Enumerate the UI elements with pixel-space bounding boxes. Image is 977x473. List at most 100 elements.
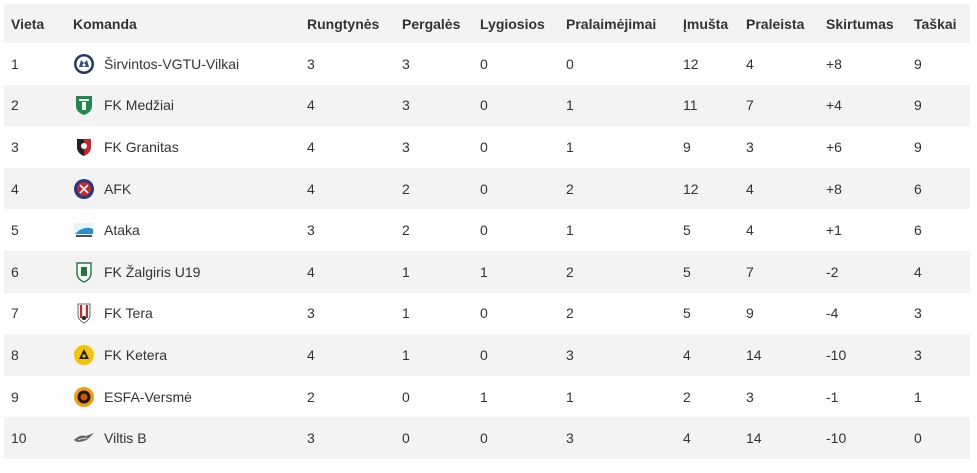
played-cell: 4 <box>307 97 315 114</box>
team-link[interactable]: FK Granitas <box>73 136 300 158</box>
scored-cell: 5 <box>683 305 691 322</box>
draws-cell: 0 <box>480 138 488 155</box>
losses-cell: 1 <box>566 222 574 239</box>
played-cell: 3 <box>307 430 315 447</box>
table-row[interactable]: 9 ESFA-Versmė 2 0 1 1 2 3 -1 1 <box>4 375 970 418</box>
conceded-cell: 4 <box>746 180 754 197</box>
blue-red-circle-logo <box>73 178 95 200</box>
losses-cell: 1 <box>566 97 574 114</box>
team-cell: Širvintos-VGTU-Vilkai <box>66 43 300 85</box>
rank-cell: 6 <box>11 263 19 280</box>
rank-cell: 4 <box>11 180 19 197</box>
diff-cell: -10 <box>826 346 847 363</box>
wins-cell: 3 <box>402 97 410 114</box>
team-link[interactable]: Viltis B <box>73 427 300 449</box>
table-row[interactable]: 1 Širvintos-VGTU-Vilkai 3 3 0 0 12 4 +8 9 <box>4 43 970 85</box>
rank-cell: 8 <box>11 346 19 363</box>
table-row[interactable]: 10 Viltis B 3 0 0 3 4 14 -10 0 <box>4 417 970 459</box>
losses-cell: 1 <box>566 138 574 155</box>
header-diff[interactable]: Skirtumas <box>826 15 894 32</box>
team-cell: FK Granitas <box>66 126 300 168</box>
header-played[interactable]: Rungtynės <box>307 15 380 32</box>
diff-cell: -10 <box>826 430 847 447</box>
diff-cell: +6 <box>826 138 842 155</box>
diff-cell: -1 <box>826 388 839 405</box>
team-link[interactable]: AFK <box>73 178 300 200</box>
rank-cell: 3 <box>11 138 19 155</box>
losses-cell: 2 <box>566 263 574 280</box>
rank-cell: 7 <box>11 305 19 322</box>
losses-cell: 2 <box>566 180 574 197</box>
team-name: FK Tera <box>104 305 153 322</box>
draws-cell: 0 <box>480 346 488 363</box>
losses-cell: 1 <box>566 388 574 405</box>
header-team[interactable]: Komanda <box>73 15 137 32</box>
team-cell: ESFA-Versmė <box>66 376 300 418</box>
striped-shield-logo <box>73 302 95 324</box>
points-cell: 6 <box>914 222 922 239</box>
header-draws[interactable]: Lygiosios <box>480 15 545 32</box>
header-losses[interactable]: Pralaimėjimai <box>566 15 657 32</box>
team-link[interactable]: FK Ketera <box>73 344 300 366</box>
played-cell: 3 <box>307 305 315 322</box>
bird-logo <box>73 427 95 449</box>
ataka-logo <box>73 219 95 241</box>
table-row[interactable]: 3 FK Granitas 4 3 0 1 9 3 +6 9 <box>4 126 970 168</box>
table-row[interactable]: 5 Ataka 3 2 0 1 5 4 +1 6 <box>4 209 970 251</box>
rank-cell: 2 <box>11 97 19 114</box>
header-points[interactable]: Taškai <box>914 15 957 32</box>
scored-cell: 12 <box>683 55 699 72</box>
table-row[interactable]: 2 FK Medžiai 4 3 0 1 11 7 +4 9 <box>4 84 970 127</box>
table-row[interactable]: 4 AFK 4 2 0 2 12 4 +8 6 <box>4 167 970 210</box>
orange-circle-logo <box>73 386 95 408</box>
team-link[interactable]: FK Medžiai <box>73 94 300 116</box>
scored-cell: 2 <box>683 388 691 405</box>
table-row[interactable]: 6 FK Žalgiris U19 4 1 1 2 5 7 -2 4 <box>4 250 970 293</box>
green-shield-logo <box>73 261 95 283</box>
played-cell: 3 <box>307 55 315 72</box>
table-row[interactable]: 8 FK Ketera 4 1 0 3 4 14 -10 3 <box>4 334 970 376</box>
team-link[interactable]: Širvintos-VGTU-Vilkai <box>73 53 300 75</box>
conceded-cell: 14 <box>746 346 762 363</box>
team-link[interactable]: Ataka <box>73 219 300 241</box>
team-cell: FK Ketera <box>66 334 300 376</box>
standings-table: Vieta Komanda Rungtynės Pergalės Lygiosi… <box>4 4 970 459</box>
losses-cell: 3 <box>566 346 574 363</box>
rank-cell: 9 <box>11 388 19 405</box>
tree-shield-logo <box>73 94 95 116</box>
team-link[interactable]: FK Žalgiris U19 <box>73 261 300 283</box>
team-name: Ataka <box>104 222 140 239</box>
team-link[interactable]: ESFA-Versmė <box>73 386 300 408</box>
draws-cell: 0 <box>480 97 488 114</box>
yellow-circle-logo <box>73 344 95 366</box>
draws-cell: 1 <box>480 388 488 405</box>
draws-cell: 0 <box>480 430 488 447</box>
draws-cell: 1 <box>480 263 488 280</box>
team-name: Širvintos-VGTU-Vilkai <box>104 55 240 72</box>
wins-cell: 3 <box>402 138 410 155</box>
wins-cell: 0 <box>402 430 410 447</box>
header-wins[interactable]: Pergalės <box>402 15 461 32</box>
team-cell: FK Medžiai <box>66 85 300 127</box>
header-rank[interactable]: Vieta <box>11 15 45 32</box>
team-cell: AFK <box>66 168 300 210</box>
played-cell: 4 <box>307 263 315 280</box>
header-scored[interactable]: Įmušta <box>683 15 729 32</box>
header-conceded[interactable]: Praleista <box>746 15 805 32</box>
diff-cell: +8 <box>826 55 842 72</box>
team-name: FK Ketera <box>104 346 168 363</box>
rank-cell: 1 <box>11 55 19 72</box>
team-name: Viltis B <box>104 430 147 447</box>
wins-cell: 1 <box>402 346 410 363</box>
points-cell: 3 <box>914 346 922 363</box>
conceded-cell: 7 <box>746 263 754 280</box>
draws-cell: 0 <box>480 55 488 72</box>
team-cell: Ataka <box>66 209 300 251</box>
conceded-cell: 3 <box>746 138 754 155</box>
team-name: ESFA-Versmė <box>104 388 192 405</box>
table-row[interactable]: 7 FK Tera 3 1 0 2 5 9 -4 3 <box>4 292 970 335</box>
team-link[interactable]: FK Tera <box>73 302 300 324</box>
wolf-logo <box>73 53 95 75</box>
rank-cell: 10 <box>11 430 27 447</box>
